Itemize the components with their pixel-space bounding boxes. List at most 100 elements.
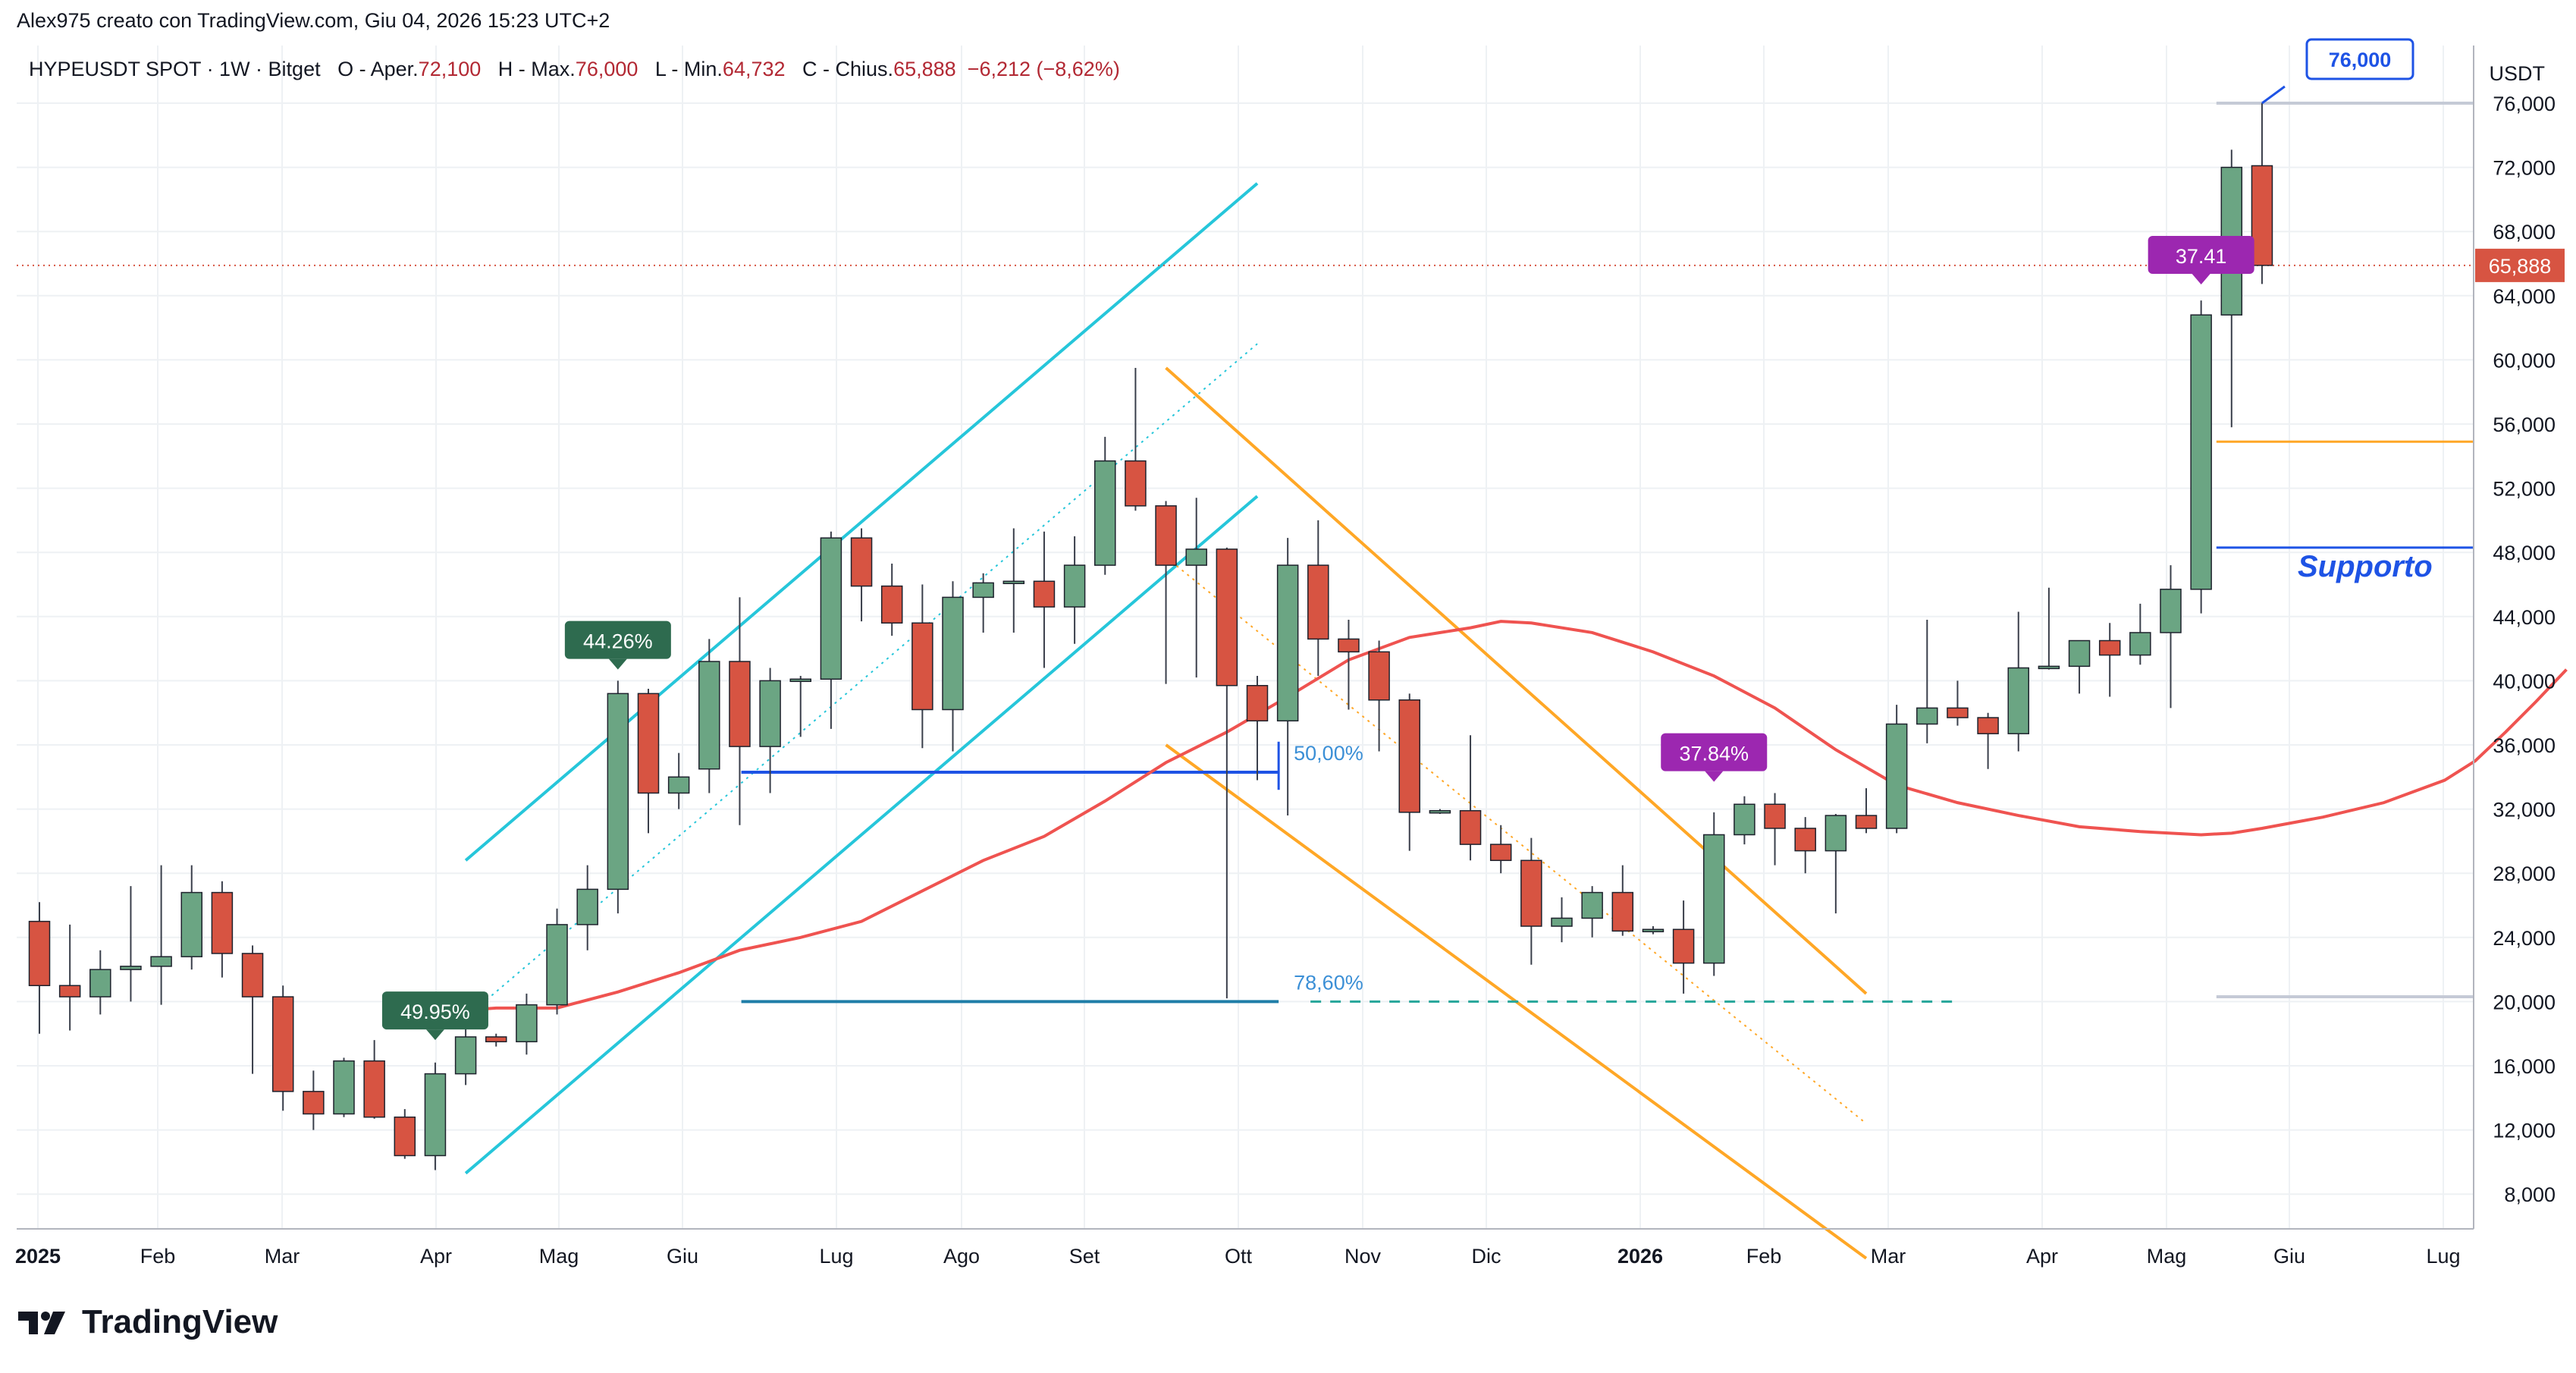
y-tick-label: 48,000 xyxy=(2493,542,2556,564)
candle-body xyxy=(2068,639,2091,668)
candle-body xyxy=(820,537,842,680)
candle-body xyxy=(89,969,111,998)
candle-body xyxy=(1307,564,1329,640)
candle-body xyxy=(1216,548,1238,686)
y-tick-label: 8,000 xyxy=(2504,1183,2556,1206)
close-value: 65,888 xyxy=(893,58,956,80)
x-tick-label: Nov xyxy=(1344,1245,1382,1268)
candle-body xyxy=(1094,460,1116,566)
credit-line: Alex975 creato con TradingView.com, Giu … xyxy=(17,9,610,32)
max-callout-leader xyxy=(2261,85,2286,105)
x-tick-label: Lug xyxy=(819,1245,853,1268)
fib-level-label: 50,00% xyxy=(1294,742,1363,765)
candle-body xyxy=(1551,917,1573,927)
candle-body xyxy=(271,996,294,1092)
percent-badge-pointer xyxy=(1705,771,1724,782)
candle-body xyxy=(576,888,598,925)
candle-body xyxy=(485,1036,507,1043)
x-tick-label: Apr xyxy=(420,1245,452,1268)
y-tick-label: 64,000 xyxy=(2493,285,2556,308)
channel-up-upper-line xyxy=(464,182,1259,862)
x-tick-label: Lug xyxy=(2426,1245,2460,1268)
x-tick-label: Ott xyxy=(1225,1245,1253,1268)
x-tick-label: Giu xyxy=(667,1245,698,1268)
brand-name: TradingView xyxy=(82,1303,278,1340)
close-label: C - Chius. xyxy=(802,58,894,80)
low-value: 64,732 xyxy=(722,58,786,80)
candle-body xyxy=(729,661,751,747)
y-tick-label: 12,000 xyxy=(2493,1120,2556,1142)
y-tick-label: 56,000 xyxy=(2493,413,2556,436)
last-price-tag-label: 65,888 xyxy=(2489,255,2552,278)
candle-body xyxy=(2190,314,2212,590)
candle-body xyxy=(1764,803,1786,829)
candle-body xyxy=(942,596,964,711)
percent-badge-label: 49.95% xyxy=(400,1001,470,1023)
y-axis-unit: USDT xyxy=(2490,62,2546,85)
moving-average-line xyxy=(404,620,2568,1016)
x-tick-label: 2026 xyxy=(1617,1245,1663,1268)
candle-body xyxy=(972,582,994,599)
time-axis[interactable]: 2025 Feb Mar Apr Mag Giu Lug Ago Set Ott Nov Dic 202… xyxy=(15,1228,2474,1268)
candle-body xyxy=(58,985,81,998)
candle-body xyxy=(2098,639,2121,656)
candle-body xyxy=(1246,684,1269,722)
candle-body xyxy=(1611,891,1634,932)
candle-body xyxy=(1916,707,1938,725)
candle-body xyxy=(1489,844,1512,862)
candle-body xyxy=(1125,460,1147,507)
y-tick-label: 44,000 xyxy=(2493,606,2556,629)
candle-body xyxy=(546,924,568,1006)
fib-level-label: 78,60% xyxy=(1294,971,1363,994)
candle-body xyxy=(120,966,142,970)
channel-down-mid-line xyxy=(1165,556,1867,1124)
candle-body xyxy=(880,585,903,624)
candles-layer xyxy=(28,103,2273,1170)
candle-body xyxy=(911,622,933,711)
y-tick-label: 60,000 xyxy=(2493,349,2556,372)
max-callout-label: 76,000 xyxy=(2329,49,2392,71)
y-tick-label: 16,000 xyxy=(2493,1055,2556,1078)
candle-body xyxy=(333,1060,355,1115)
percent-badge-label: 37.41 xyxy=(2176,245,2227,268)
high-label: H - Max. xyxy=(497,58,576,80)
candle-body xyxy=(1063,564,1086,608)
candle-body xyxy=(1002,580,1025,585)
x-tick-label: Giu xyxy=(2273,1245,2305,1268)
y-tick-label: 28,000 xyxy=(2493,862,2556,885)
candle-body xyxy=(789,678,811,683)
x-tick-label: Feb xyxy=(140,1245,176,1268)
open-value: 72,100 xyxy=(418,58,482,80)
percent-badge-pointer xyxy=(425,1029,444,1041)
symbol-name: HYPEUSDT SPOT · 1W · Bitget xyxy=(29,58,321,80)
price-axis[interactable]: 8,000 12,000 16,000 20,000 24,000 28,000 32,00… xyxy=(2473,46,2565,1229)
candle-body xyxy=(1185,548,1207,566)
candle-body xyxy=(1794,828,1816,852)
y-tick-label: 24,000 xyxy=(2493,927,2556,950)
candle-body xyxy=(211,891,234,954)
grid xyxy=(17,46,2474,1229)
high-value: 76,000 xyxy=(575,58,639,80)
percent-badge xyxy=(381,991,488,1030)
candle-body xyxy=(454,1036,477,1075)
x-tick-label: Mag xyxy=(539,1245,579,1268)
y-tick-label: 36,000 xyxy=(2493,734,2556,757)
symbol-legend[interactable]: HYPEUSDT SPOT · 1W · Bitget O - Aper.72,… xyxy=(29,58,1120,81)
tradingview-brand[interactable]: TradingView xyxy=(18,1303,278,1341)
y-tick-label: 76,000 xyxy=(2493,93,2556,115)
candle-body xyxy=(1276,564,1299,722)
candle-body xyxy=(1977,717,1999,734)
candle-body xyxy=(1703,834,1725,964)
support-label: Supporto xyxy=(2298,550,2433,583)
candle-body xyxy=(2038,665,2060,670)
x-tick-label: Mag xyxy=(2147,1245,2187,1268)
channel-up-mid-line xyxy=(465,343,1258,1019)
y-tick-label: 20,000 xyxy=(2493,991,2556,1013)
x-tick-label: Ago xyxy=(943,1245,980,1268)
candle-body xyxy=(850,537,873,587)
y-tick-label: 52,000 xyxy=(2493,478,2556,501)
max-callout-box xyxy=(2305,38,2414,80)
percent-badge-label: 37.84% xyxy=(1679,743,1749,765)
candle-body xyxy=(2129,632,2151,656)
